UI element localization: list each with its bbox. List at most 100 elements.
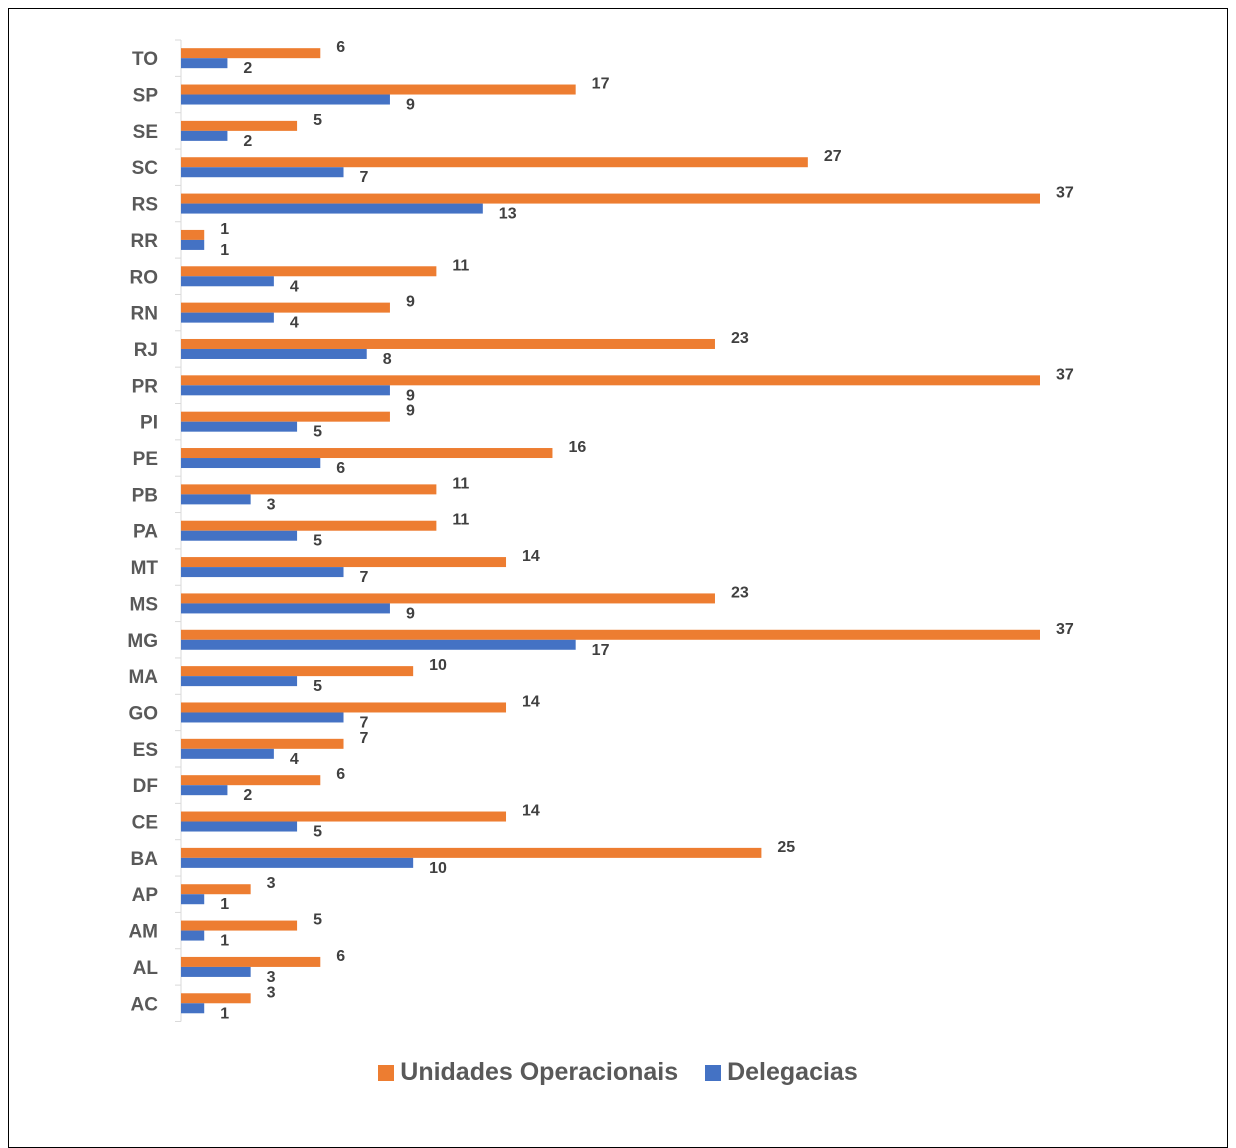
bar-delegacias-TO <box>181 58 228 69</box>
category-label-BA: BA <box>131 849 159 870</box>
bar-unidades-AP <box>181 884 251 895</box>
bar-unidades-BA <box>181 847 762 858</box>
data-label-unidades-PR: 37 <box>1056 366 1074 383</box>
bar-delegacias-AM <box>181 930 205 941</box>
data-label-unidades-SE: 5 <box>313 112 322 129</box>
data-label-delegacias-AC: 1 <box>220 1005 229 1022</box>
data-label-delegacias-CE: 5 <box>313 824 322 841</box>
data-label-unidades-RJ: 23 <box>731 330 749 347</box>
bar-delegacias-RO <box>181 276 274 287</box>
data-label-delegacias-MA: 5 <box>313 678 322 695</box>
bar-chart: TO62SP179SE52SC277RS3713RR11RO114RN94RJ2… <box>127 39 1074 1022</box>
data-label-unidades-RN: 9 <box>406 294 415 311</box>
bar-delegacias-PR <box>181 385 390 396</box>
data-label-unidades-SP: 17 <box>592 76 610 93</box>
bar-delegacias-SE <box>181 130 228 141</box>
category-label-MS: MS <box>130 594 159 615</box>
legend-item-unidades: Unidades Operacionais <box>378 1058 678 1087</box>
data-label-unidades-RR: 1 <box>220 221 229 238</box>
legend-swatch-delegacias <box>705 1064 722 1081</box>
category-label-SE: SE <box>133 122 158 143</box>
category-label-MG: MG <box>127 631 158 652</box>
data-label-delegacias-PE: 6 <box>336 460 345 477</box>
bar-delegacias-RR <box>181 239 205 250</box>
bar-delegacias-DF <box>181 785 228 796</box>
bar-unidades-TO <box>181 48 321 59</box>
data-label-delegacias-BA: 10 <box>429 860 447 877</box>
data-label-unidades-AC: 3 <box>267 984 276 1001</box>
legend-label-unidades: Unidades Operacionais <box>400 1058 679 1086</box>
data-label-unidades-PB: 11 <box>452 475 469 492</box>
category-label-RJ: RJ <box>134 340 158 361</box>
bar-unidades-RJ <box>181 338 715 349</box>
bar-delegacias-SP <box>181 94 390 105</box>
category-label-RR: RR <box>131 231 159 252</box>
category-label-RS: RS <box>132 195 158 216</box>
bar-delegacias-PI <box>181 421 298 432</box>
bar-unidades-PR <box>181 375 1040 386</box>
bar-delegacias-RN <box>181 312 274 323</box>
data-label-unidades-AP: 3 <box>267 875 276 892</box>
bar-delegacias-ES <box>181 748 274 759</box>
legend-label-delegacias: Delegacias <box>727 1058 858 1086</box>
data-label-delegacias-MT: 7 <box>360 569 369 586</box>
data-label-unidades-RO: 11 <box>452 257 469 274</box>
bar-delegacias-PB <box>181 494 251 505</box>
data-label-unidades-CE: 14 <box>522 803 540 820</box>
data-label-delegacias-PA: 5 <box>313 533 322 550</box>
category-label-CE: CE <box>132 813 158 834</box>
bar-delegacias-MS <box>181 603 390 614</box>
bar-unidades-MA <box>181 666 414 677</box>
bar-delegacias-BA <box>181 857 414 868</box>
category-label-GO: GO <box>128 703 158 724</box>
category-label-TO: TO <box>132 49 158 70</box>
data-label-unidades-MS: 23 <box>731 584 749 601</box>
data-label-delegacias-ES: 4 <box>290 751 299 768</box>
category-label-AC: AC <box>131 994 159 1015</box>
bar-unidades-SC <box>181 157 808 168</box>
data-label-unidades-PI: 9 <box>406 403 415 420</box>
bar-delegacias-AP <box>181 894 205 905</box>
data-label-delegacias-SP: 9 <box>406 97 415 114</box>
data-label-unidades-PA: 11 <box>452 512 469 529</box>
category-label-RN: RN <box>131 304 158 325</box>
bar-unidades-RS <box>181 193 1040 204</box>
category-label-PE: PE <box>133 449 158 470</box>
bar-unidades-AC <box>181 993 251 1004</box>
bar-unidades-GO <box>181 702 507 713</box>
category-label-PI: PI <box>140 413 158 434</box>
bar-unidades-ES <box>181 738 344 749</box>
data-label-delegacias-AP: 1 <box>220 896 229 913</box>
bar-delegacias-MA <box>181 676 298 687</box>
data-label-delegacias-PI: 5 <box>313 424 322 441</box>
category-label-AL: AL <box>133 958 159 979</box>
bar-delegacias-AL <box>181 966 251 977</box>
category-label-AM: AM <box>128 922 158 943</box>
data-label-delegacias-RN: 4 <box>290 315 299 332</box>
category-label-PB: PB <box>132 485 158 506</box>
data-label-unidades-SC: 27 <box>824 148 842 165</box>
bar-unidades-RR <box>181 229 205 240</box>
data-label-delegacias-RS: 13 <box>499 206 517 223</box>
category-label-MA: MA <box>128 667 158 688</box>
data-label-unidades-ES: 7 <box>360 730 369 747</box>
bar-unidades-MG <box>181 629 1040 640</box>
category-label-RO: RO <box>130 267 159 288</box>
data-label-delegacias-RJ: 8 <box>383 351 392 368</box>
data-label-unidades-MT: 14 <box>522 548 540 565</box>
bar-delegacias-RJ <box>181 348 367 359</box>
bar-unidades-PI <box>181 411 390 422</box>
data-label-delegacias-AL: 3 <box>267 969 276 986</box>
bar-delegacias-PA <box>181 530 298 541</box>
bar-unidades-SP <box>181 84 576 95</box>
bar-delegacias-CE <box>181 821 298 832</box>
data-label-delegacias-MS: 9 <box>406 605 415 622</box>
legend: Unidades Operacionais Delegacias <box>0 1058 1236 1088</box>
data-label-delegacias-MG: 17 <box>592 642 610 659</box>
bar-unidades-CE <box>181 811 507 822</box>
category-label-SP: SP <box>133 86 159 107</box>
bar-delegacias-AC <box>181 1003 205 1014</box>
data-label-delegacias-DF: 2 <box>243 787 252 804</box>
legend-item-delegacias: Delegacias <box>705 1058 858 1087</box>
bar-unidades-PB <box>181 484 437 495</box>
